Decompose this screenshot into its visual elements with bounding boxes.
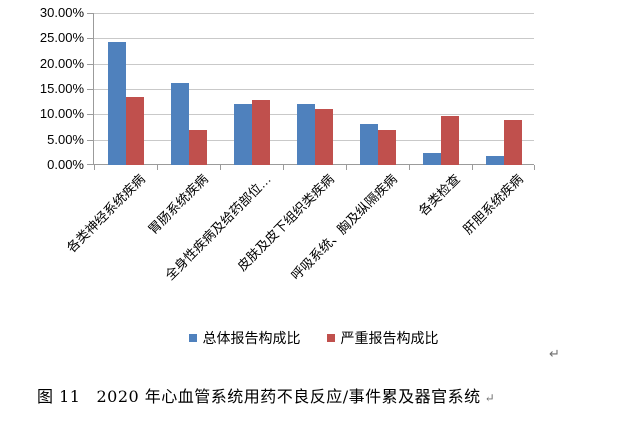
x-axis-tick [220, 165, 221, 170]
gridline [94, 64, 534, 65]
paragraph-return-mark: ↵ [549, 346, 560, 361]
y-axis-tick [87, 64, 94, 65]
y-axis-tick [87, 38, 94, 39]
x-axis-tick [534, 165, 535, 170]
bar-serious-4 [315, 108, 333, 165]
gridline [94, 38, 534, 39]
bar-total-4 [297, 104, 315, 165]
figure-caption-number: 图 11 [37, 387, 81, 406]
y-axis-tick [87, 13, 94, 14]
x-axis-tick [346, 165, 347, 170]
legend-swatch-serious [326, 334, 335, 342]
x-axis-category-label: 各类神经系统疾病 [63, 171, 148, 256]
y-axis-labels: 0.00% 5.00% 10.00% 15.00% 20.00% 25.00% 30.00% [0, 6, 84, 172]
y-axis-tick-label: 20.00% [39, 56, 84, 71]
x-axis-category-label: 各类检查 [415, 171, 463, 219]
x-axis-category-label: 全身性疾病及给药部位… [162, 171, 274, 284]
y-axis-tick-label: 30.00% [39, 5, 84, 20]
x-axis-category-label: 胃肠系统疾病 [145, 171, 211, 238]
bar-serious-5 [378, 129, 396, 165]
x-axis-category-label: 肝胆系统疾病 [460, 171, 526, 238]
caption-return-mark: ↵ [484, 391, 496, 405]
figure-caption: 图 11 2020 年心血管系统用药不良反应/事件累及器官系统 ↵ [37, 386, 495, 408]
y-axis-tick-label: 25.00% [39, 30, 84, 45]
legend-item-total: 总体报告构成比 [188, 328, 301, 348]
bar-serious-3 [252, 99, 270, 165]
x-axis-tick [283, 165, 284, 170]
legend-label-total: 总体报告构成比 [202, 330, 301, 346]
y-axis-tick [87, 164, 94, 165]
bar-total-7 [486, 156, 504, 165]
y-axis-tick-label: 15.00% [39, 81, 84, 96]
bar-serious-1 [126, 97, 144, 165]
bar-serious-6 [441, 116, 459, 165]
bar-serious-2 [189, 129, 207, 165]
x-axis-tick [157, 165, 158, 170]
y-axis-tick [87, 89, 94, 90]
legend-item-serious: 严重报告构成比 [326, 328, 439, 348]
gridline [94, 89, 534, 90]
y-axis-tick-label: 5.00% [47, 132, 84, 147]
bar-total-3 [234, 103, 252, 165]
chart-legend: 总体报告构成比 严重报告构成比 [93, 329, 534, 347]
legend-label-serious: 严重报告构成比 [340, 330, 439, 346]
x-axis-category-label: 呼吸系统、胸及纵隔疾病 [288, 171, 400, 284]
legend-swatch-total [188, 334, 197, 342]
figure-caption-text: 2020 年心血管系统用药不良反应/事件累及器官系统 [96, 387, 481, 406]
y-axis-tick [87, 140, 94, 141]
gridline [94, 13, 534, 14]
x-axis-labels: 各类神经系统疾病 胃肠系统疾病 全身性疾病及给药部位… 皮肤及皮下组织类疾病 呼吸系统、… [64, 165, 534, 315]
y-axis-tick-label: 0.00% [47, 157, 84, 172]
plot-area [87, 13, 535, 170]
adr-organ-system-bar-chart[interactable]: 0.00% 5.00% 10.00% 15.00% 20.00% 25.00% 30.00%… [0, 0, 626, 370]
y-axis-tick [87, 114, 94, 115]
bar-total-2 [171, 82, 189, 165]
y-axis-tick-label: 10.00% [39, 106, 84, 121]
bar-total-1 [108, 42, 126, 165]
bar-total-5 [360, 124, 378, 165]
bar-total-6 [423, 153, 441, 165]
x-axis-tick [472, 165, 473, 170]
x-axis-tick [409, 165, 410, 170]
bar-serious-7 [504, 120, 522, 165]
x-axis-tick [94, 165, 95, 170]
